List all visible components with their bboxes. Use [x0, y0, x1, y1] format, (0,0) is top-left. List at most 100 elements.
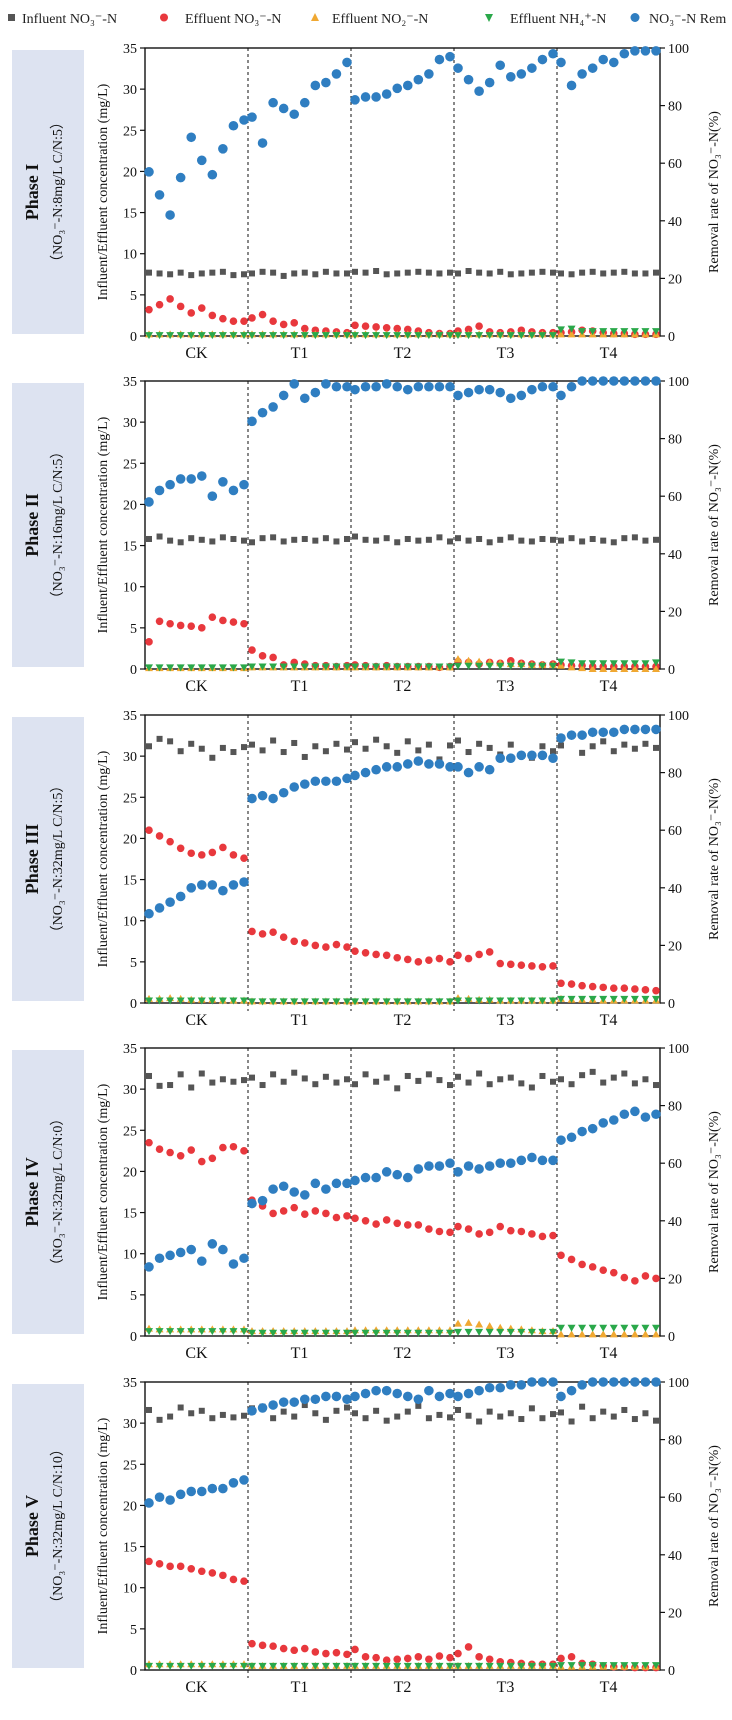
point-influent: [383, 743, 390, 750]
point-removal: [239, 1475, 249, 1485]
point-eff-nh4: [496, 997, 505, 1005]
point-influent: [352, 533, 358, 540]
point-eff-nh4: [145, 997, 153, 1005]
point-eff-no3: [279, 1644, 288, 1653]
point-eff-no3: [300, 1644, 309, 1653]
point-removal: [175, 1247, 186, 1258]
point-eff-nh4: [279, 998, 288, 1006]
point-removal: [445, 1158, 455, 1168]
point-eff-no2: [588, 1330, 597, 1338]
point-removal: [495, 387, 506, 398]
point-eff-nh4: [269, 1329, 278, 1337]
legend: Influent NO₃⁻-N Effluent NO₃⁻-N Effluent…: [8, 12, 726, 27]
point-removal: [154, 190, 165, 200]
point-influent: [230, 1414, 237, 1421]
point-influent: [539, 268, 546, 275]
point-removal: [566, 730, 577, 740]
y-tick-label: 0: [130, 1330, 137, 1345]
point-eff-nh4: [197, 997, 206, 1005]
point-eff-no3: [248, 927, 256, 936]
point-eff-nh4: [475, 332, 484, 340]
point-influent: [425, 536, 432, 543]
point-eff-nh4: [454, 1662, 462, 1670]
y-axis-title: Influent/Effluent concentration (mg/L): [96, 1417, 111, 1634]
point-removal: [257, 1403, 268, 1413]
y2-tick-label: 100: [668, 709, 689, 724]
point-influent: [291, 536, 298, 543]
y2-tick-label: 60: [668, 157, 682, 172]
point-eff-no3: [414, 958, 423, 966]
point-eff-no3: [372, 1220, 380, 1228]
phase-condition: （NO₃⁻-N:32mg/L C/N:0）: [50, 1112, 66, 1273]
point-eff-nh4: [557, 995, 565, 1003]
point-removal: [154, 1253, 165, 1264]
point-influent: [589, 1068, 596, 1075]
point-removal: [175, 474, 186, 484]
point-influent: [518, 1416, 525, 1423]
point-removal: [144, 1498, 154, 1508]
point-eff-nh4: [248, 1329, 256, 1337]
point-eff-nh4: [403, 663, 412, 671]
chart-panel-1: Phase I （NO₃⁻-N:8mg/L C/N:5） Influent/Effl…: [12, 42, 722, 362]
point-influent: [219, 1411, 226, 1418]
point-eff-nh4: [620, 660, 629, 668]
point-removal: [321, 1391, 331, 1402]
point-influent: [465, 537, 472, 544]
point-removal: [218, 885, 228, 896]
point-removal: [402, 1172, 413, 1183]
y2-tick-label: 20: [668, 605, 682, 620]
point-eff-no3: [176, 844, 185, 853]
point-removal: [556, 57, 566, 68]
point-eff-no2: [567, 1330, 576, 1338]
phase-condition: （NO₃⁻-N:32mg/L C/N:5）: [50, 779, 66, 940]
point-eff-nh4: [652, 328, 660, 336]
point-removal: [247, 793, 257, 804]
point-removal: [218, 477, 228, 487]
point-eff-nh4: [506, 1328, 515, 1336]
point-eff-nh4: [446, 663, 454, 671]
point-removal: [453, 762, 463, 772]
chart-panel-2: Phase II （NO₃⁻-N:16mg/L C/N:5） Influent/Ef…: [12, 375, 722, 695]
x-tick-label: T4: [600, 345, 618, 362]
point-eff-nh4: [549, 662, 557, 670]
point-eff-nh4: [218, 332, 227, 340]
x-tick-label: T4: [600, 1012, 618, 1029]
point-removal: [350, 384, 360, 395]
point-influent: [241, 1412, 247, 1419]
x-tick-label: T2: [394, 678, 412, 695]
point-influent: [156, 1082, 163, 1089]
point-influent: [280, 272, 287, 279]
point-eff-nh4: [166, 1328, 175, 1336]
point-removal: [548, 48, 558, 59]
point-influent: [188, 535, 195, 542]
point-removal: [463, 387, 474, 398]
y2-tick-label: 100: [668, 42, 689, 57]
y-tick-label: 25: [123, 1124, 137, 1139]
phase-title: Phase IV: [22, 1157, 42, 1227]
point-eff-nh4: [382, 1329, 391, 1337]
point-eff-no3: [425, 1225, 433, 1233]
point-eff-nh4: [372, 332, 381, 340]
point-eff-no3: [496, 959, 505, 968]
point-removal: [196, 1256, 207, 1266]
point-eff-nh4: [424, 332, 433, 340]
point-eff-no3: [506, 1226, 515, 1235]
point-influent: [373, 1407, 380, 1414]
point-influent: [209, 1415, 216, 1422]
point-influent: [425, 269, 432, 276]
point-removal: [598, 376, 609, 386]
point-removal: [434, 381, 445, 392]
point-influent: [291, 1413, 298, 1420]
point-influent: [539, 535, 546, 542]
point-influent: [241, 271, 247, 278]
point-eff-no3: [538, 962, 547, 971]
point-eff-nh4: [187, 664, 196, 672]
point-removal: [381, 379, 392, 389]
point-removal: [342, 773, 352, 784]
point-eff-nh4: [269, 332, 278, 340]
point-eff-nh4: [393, 332, 402, 340]
point-removal: [228, 1478, 239, 1488]
point-removal: [371, 1172, 381, 1183]
point-removal: [350, 1391, 360, 1402]
point-influent: [579, 269, 586, 276]
